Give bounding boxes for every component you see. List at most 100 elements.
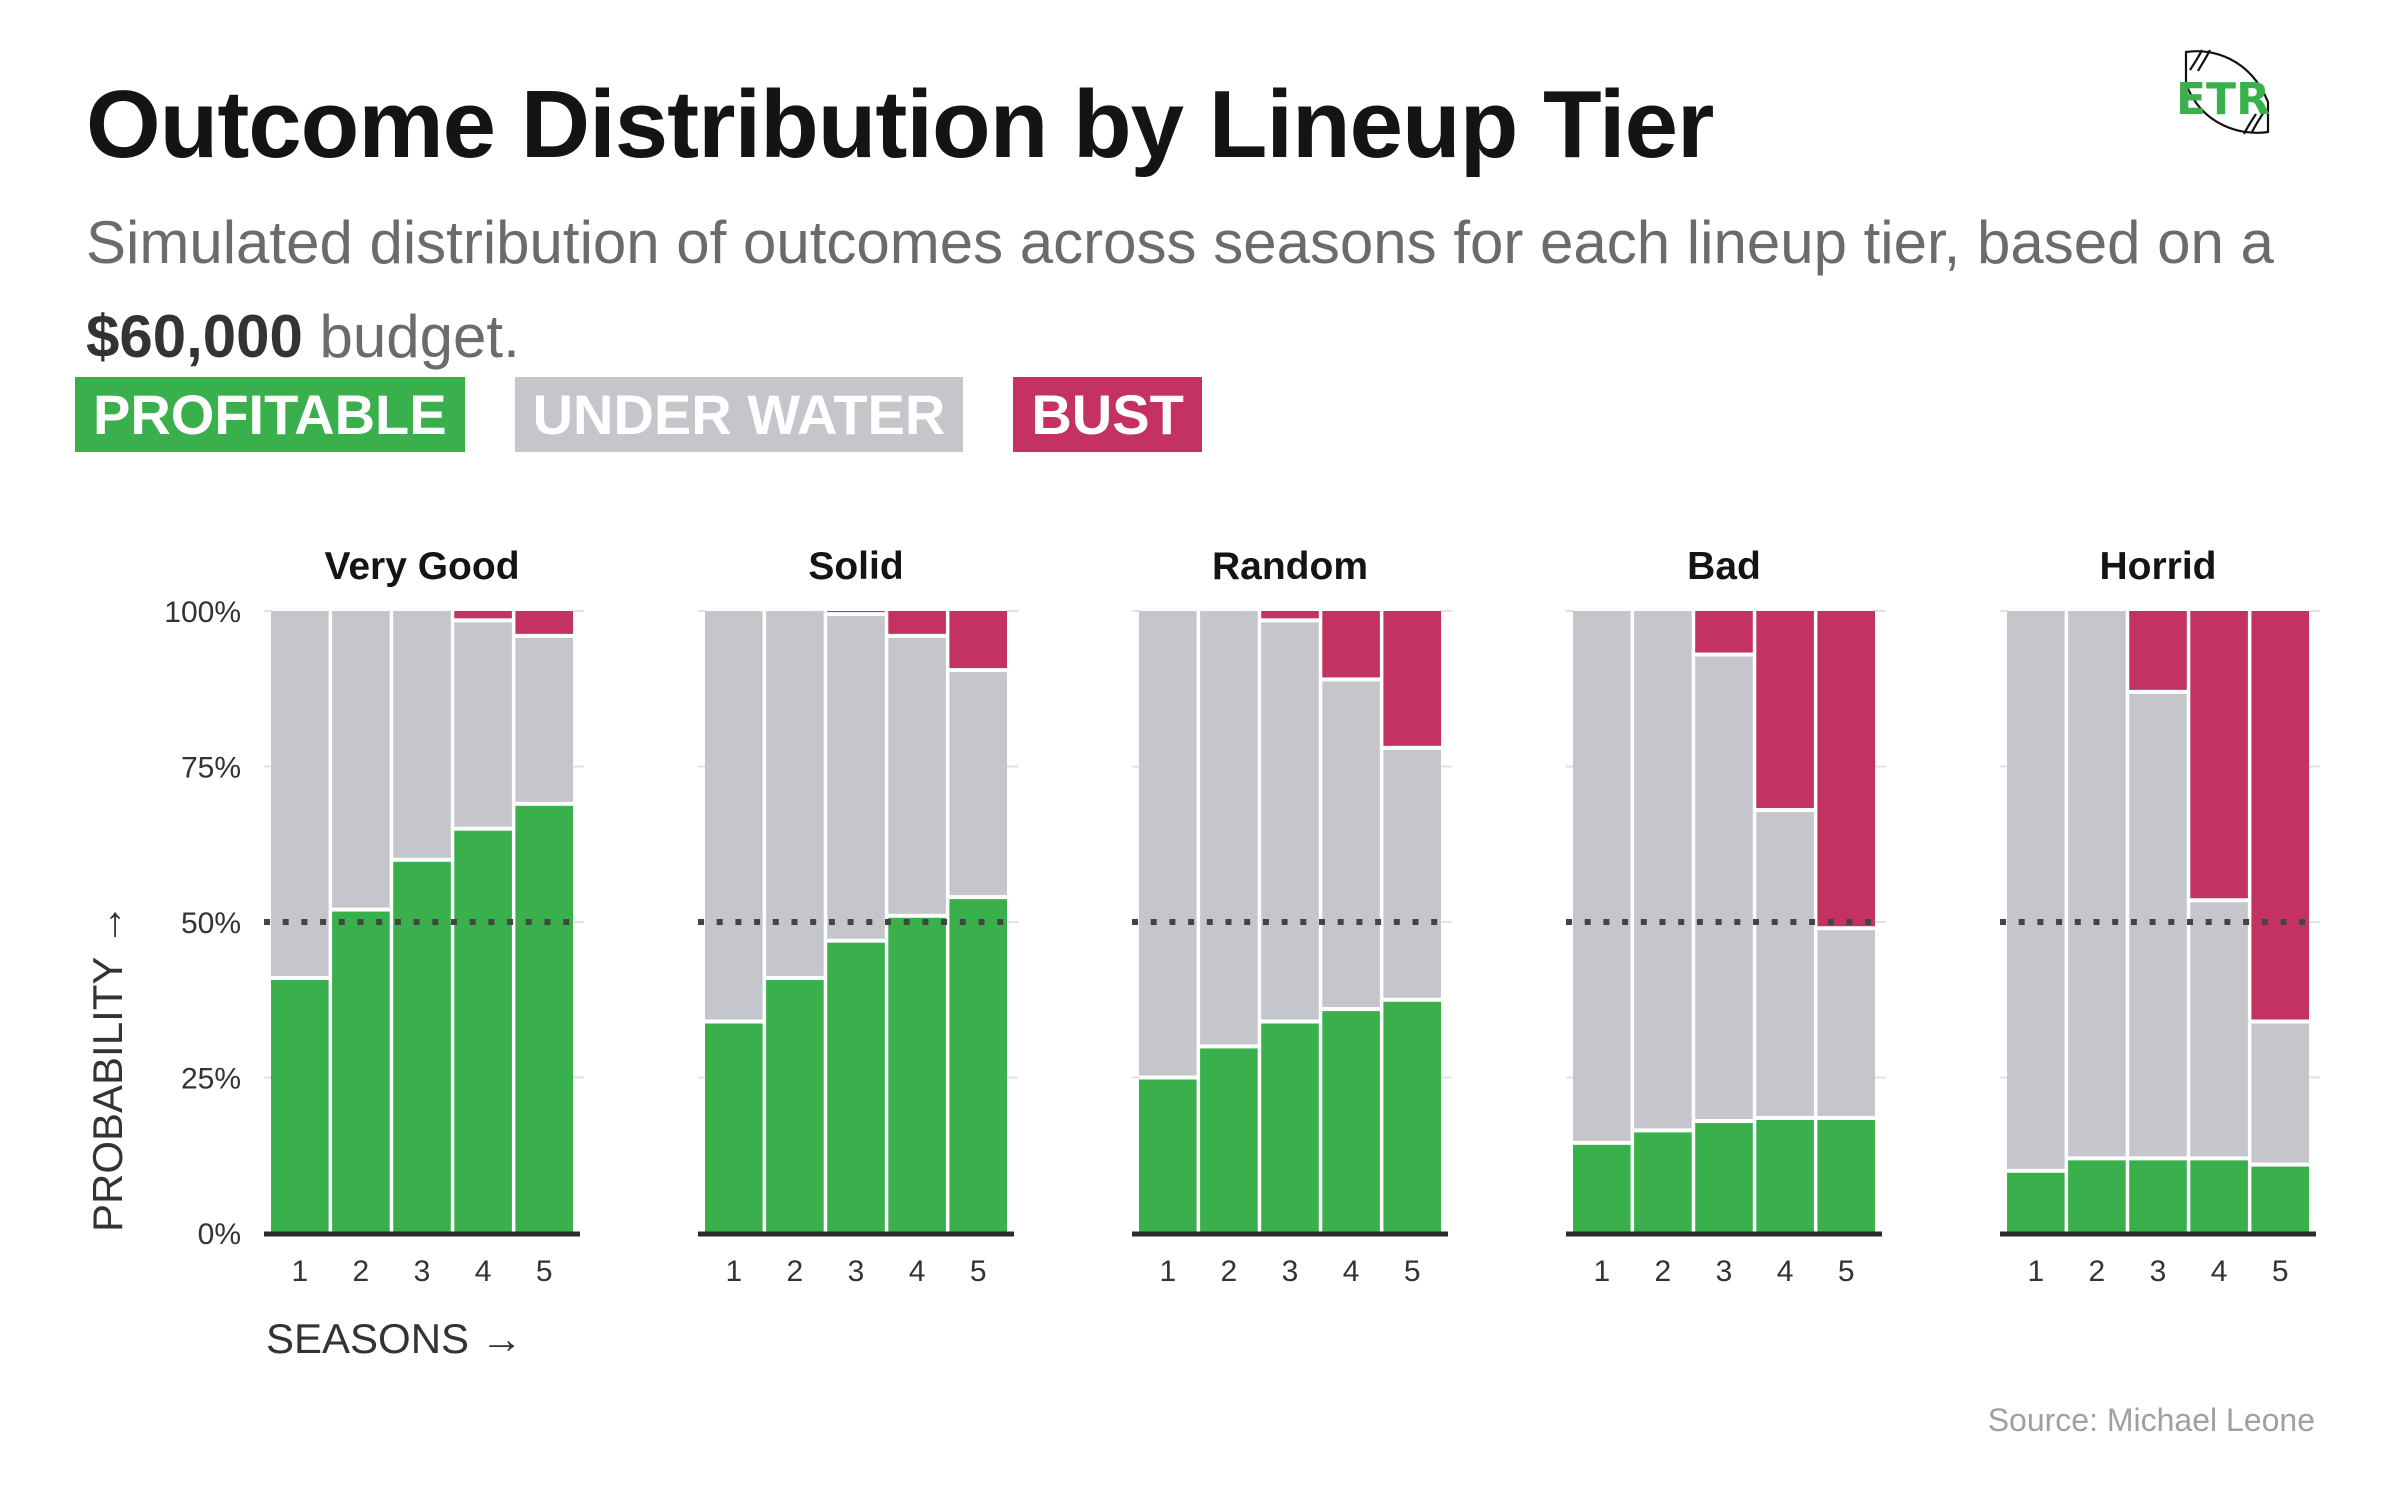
bar-profitable bbox=[1139, 1079, 1197, 1233]
bar-under-water bbox=[271, 611, 329, 976]
source-note: Source: Michael Leone bbox=[1987, 1402, 2315, 1438]
bar-bust bbox=[515, 611, 573, 634]
x-tick-label: 5 bbox=[2272, 1255, 2289, 1288]
x-tick-label: 1 bbox=[1593, 1255, 1610, 1288]
bar-under-water bbox=[2190, 902, 2248, 1157]
bar-profitable bbox=[1695, 1123, 1753, 1233]
bar-profitable bbox=[705, 1023, 763, 1233]
x-tick-label: 4 bbox=[1777, 1255, 1794, 1288]
x-tick-label: 3 bbox=[848, 1255, 865, 1288]
bar-profitable bbox=[888, 917, 946, 1233]
bar-profitable bbox=[2190, 1160, 2248, 1233]
bar-profitable bbox=[1322, 1011, 1380, 1233]
bar-profitable bbox=[454, 830, 512, 1233]
legend-bust: BUST bbox=[1013, 377, 1202, 452]
bar-bust bbox=[888, 611, 946, 634]
subtitle-suffix: budget. bbox=[302, 303, 520, 370]
bar-under-water bbox=[1261, 622, 1319, 1020]
chart-title: Outcome Distribution by Lineup Tier bbox=[86, 71, 1714, 178]
subtitle-text: Simulated distribution of outcomes acros… bbox=[86, 209, 2274, 276]
bar-under-water bbox=[705, 611, 763, 1020]
bar-bust bbox=[1322, 611, 1380, 678]
panel-very-good: Very Good 0% 25% 50% 75% 100% 1 2 3 4 5 bbox=[164, 545, 584, 1288]
x-tick-label: 5 bbox=[1404, 1255, 1421, 1288]
bar-profitable bbox=[2068, 1160, 2126, 1233]
budget-amount: $60,000 bbox=[86, 303, 303, 370]
bar-profitable bbox=[949, 899, 1007, 1233]
panel-title: Very Good bbox=[324, 545, 519, 588]
x-tick-label: 4 bbox=[2211, 1255, 2228, 1288]
legend: PROFITABLE UNDER WATER BUST bbox=[75, 377, 1202, 452]
x-tick-label: 2 bbox=[2089, 1255, 2106, 1288]
bar-bust bbox=[1695, 611, 1753, 653]
panel-bad: Bad 1 2 3 4 5 bbox=[1566, 545, 1886, 1288]
x-tick-label: 5 bbox=[536, 1255, 553, 1288]
bar-under-water bbox=[515, 637, 573, 802]
x-tick-label: 2 bbox=[787, 1255, 804, 1288]
bar-under-water bbox=[1139, 611, 1197, 1076]
bar-under-water bbox=[332, 611, 390, 908]
bar-profitable bbox=[271, 979, 329, 1233]
bar-under-water bbox=[2068, 611, 2126, 1157]
bar-bust bbox=[949, 611, 1007, 669]
panel-random: Random 1 2 3 4 5 bbox=[1132, 545, 1452, 1288]
bar-bust bbox=[1383, 611, 1441, 746]
y-tick-label: 75% bbox=[181, 752, 241, 785]
bar-under-water bbox=[888, 637, 946, 914]
bar-bust bbox=[827, 611, 885, 613]
x-tick-label: 2 bbox=[353, 1255, 370, 1288]
bar-under-water bbox=[1756, 812, 1814, 1116]
panel-title: Bad bbox=[1687, 545, 1761, 588]
panel-title: Solid bbox=[808, 545, 903, 588]
x-tick-label: 2 bbox=[1221, 1255, 1238, 1288]
bar-under-water bbox=[1200, 611, 1258, 1045]
bar-profitable bbox=[1200, 1048, 1258, 1233]
x-tick-label: 3 bbox=[1282, 1255, 1299, 1288]
bar-under-water bbox=[454, 622, 512, 827]
bar-under-water bbox=[1322, 681, 1380, 1008]
x-tick-label: 4 bbox=[475, 1255, 492, 1288]
x-tick-label: 4 bbox=[909, 1255, 926, 1288]
chart-subtitle: Simulated distribution of outcomes acros… bbox=[86, 196, 2286, 384]
bar-profitable bbox=[332, 911, 390, 1233]
x-tick-label: 3 bbox=[414, 1255, 431, 1288]
bar-under-water bbox=[2129, 693, 2187, 1157]
y-tick-label: 25% bbox=[181, 1063, 241, 1096]
bar-profitable bbox=[1634, 1132, 1692, 1233]
bar-bust bbox=[454, 611, 512, 619]
y-tick-label: 0% bbox=[198, 1218, 241, 1251]
bar-profitable bbox=[2129, 1160, 2187, 1233]
panel-horrid: Horrid 1 2 3 4 5 bbox=[2000, 545, 2320, 1288]
bar-profitable bbox=[1756, 1119, 1814, 1233]
bar-bust bbox=[2129, 611, 2187, 690]
etr-logo: ETR bbox=[2172, 44, 2282, 140]
bar-profitable bbox=[515, 805, 573, 1233]
bar-profitable bbox=[766, 979, 824, 1233]
bar-under-water bbox=[766, 611, 824, 976]
bar-under-water bbox=[2007, 611, 2065, 1169]
bar-profitable bbox=[1261, 1023, 1319, 1233]
y-tick-label: 50% bbox=[181, 907, 241, 940]
x-tick-label: 1 bbox=[291, 1255, 308, 1288]
x-tick-label: 1 bbox=[1159, 1255, 1176, 1288]
logo-text: ETR bbox=[2176, 74, 2270, 125]
y-axis-title: PROBABILITY → bbox=[84, 904, 131, 1232]
bar-profitable bbox=[1383, 1001, 1441, 1233]
legend-profitable: PROFITABLE bbox=[75, 377, 465, 452]
bar-profitable bbox=[827, 942, 885, 1233]
bar-bust bbox=[1817, 611, 1875, 927]
x-tick-label: 4 bbox=[1343, 1255, 1360, 1288]
bar-under-water bbox=[949, 672, 1007, 896]
bar-profitable bbox=[1817, 1119, 1875, 1233]
bar-under-water bbox=[1383, 749, 1441, 998]
bar-profitable bbox=[1573, 1144, 1631, 1233]
panel-title: Horrid bbox=[2100, 545, 2217, 588]
bar-under-water bbox=[393, 611, 451, 858]
bar-under-water bbox=[827, 616, 885, 939]
legend-under-water: UNDER WATER bbox=[514, 377, 964, 452]
x-tick-label: 5 bbox=[1838, 1255, 1855, 1288]
bar-under-water bbox=[1573, 611, 1631, 1141]
bar-bust bbox=[1756, 611, 1814, 809]
